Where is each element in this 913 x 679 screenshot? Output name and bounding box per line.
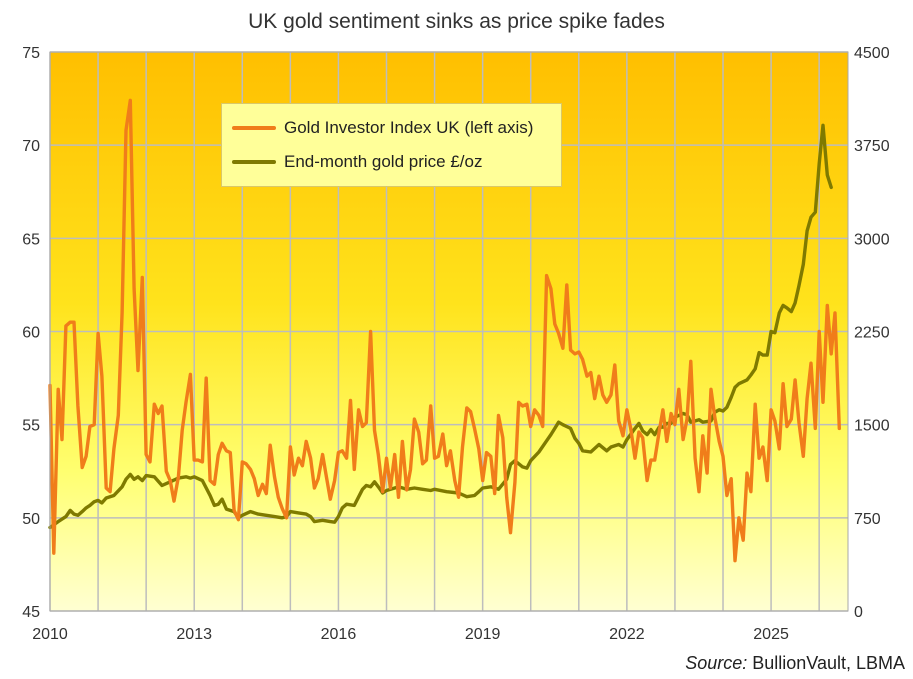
- plot-border: [49, 51, 849, 612]
- y-right-tick-label: 4500: [854, 45, 890, 62]
- x-tick-label: 2016: [321, 626, 357, 643]
- y-left-tick-label: 65: [22, 231, 40, 248]
- y-right-tick-label: 3750: [854, 138, 890, 155]
- source-text: BullionVault, LBMA: [752, 653, 905, 673]
- y-right-tick-label: 1500: [854, 418, 890, 435]
- y-right-tick-label: 750: [854, 511, 881, 528]
- source-note: Source: BullionVault, LBMA: [685, 653, 905, 674]
- x-tick-label: 2019: [465, 626, 501, 643]
- series-line-investor-index: [48, 98, 841, 563]
- x-tick-label: 2022: [609, 626, 645, 643]
- y-left-tick-label: 50: [22, 511, 40, 528]
- y-right-tick-label: 0: [854, 604, 863, 621]
- y-left-tick-label: 60: [22, 325, 40, 342]
- legend-swatch-index: [232, 126, 276, 130]
- y-right-tick-label: 2250: [854, 325, 890, 342]
- x-tick-label: 2013: [176, 626, 212, 643]
- legend-label-price: End-month gold price £/oz: [284, 152, 483, 171]
- chart-title: UK gold sentiment sinks as price spike f…: [248, 10, 665, 33]
- y-left-tick-label: 55: [22, 418, 40, 435]
- y-left-tick-label: 45: [22, 604, 40, 621]
- source-label: Source:: [685, 653, 748, 673]
- y-right-tick-label: 3000: [854, 231, 890, 248]
- x-tick-label: 2025: [753, 626, 789, 643]
- y-left-tick-label: 70: [22, 138, 40, 155]
- x-tick-label: 2010: [32, 626, 68, 643]
- y-left-tick-label: 75: [22, 45, 40, 62]
- legend-label-index: Gold Investor Index UK (left axis): [284, 118, 534, 137]
- legend-entry-price: End-month gold price £/oz: [232, 150, 482, 174]
- legend-swatch-price: [232, 160, 276, 164]
- legend: Gold Investor Index UK (left axis) End-m…: [221, 103, 562, 187]
- legend-entry-index: Gold Investor Index UK (left axis): [232, 116, 533, 140]
